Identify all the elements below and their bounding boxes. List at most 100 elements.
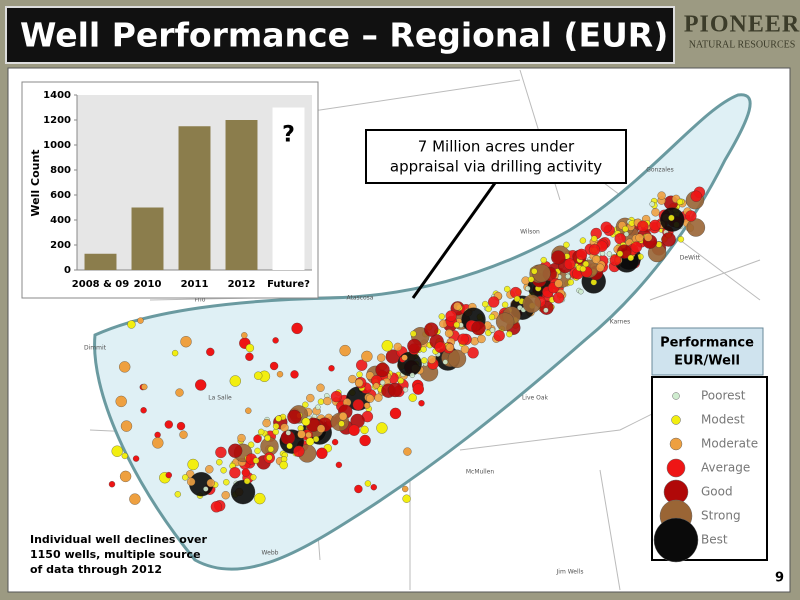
well	[444, 329, 454, 338]
well	[216, 459, 223, 466]
legend-label: Strong	[701, 509, 741, 523]
well	[331, 438, 339, 446]
well	[575, 248, 588, 261]
x-tick-label: 2012	[228, 279, 256, 290]
well	[316, 424, 326, 433]
well	[445, 343, 455, 352]
well	[685, 210, 697, 222]
well	[482, 300, 489, 308]
bar	[131, 207, 164, 270]
well	[323, 396, 332, 406]
well	[264, 435, 271, 442]
well	[630, 241, 642, 253]
legend-title-box	[651, 327, 764, 376]
well	[338, 420, 345, 427]
legend-swatch	[653, 517, 699, 563]
legend-label: Average	[701, 461, 750, 475]
well	[389, 407, 402, 420]
well	[254, 492, 266, 505]
well	[141, 383, 148, 391]
county-label: La Salle	[208, 395, 232, 402]
well	[590, 279, 597, 286]
well	[445, 310, 457, 322]
well	[132, 455, 140, 462]
well	[328, 365, 335, 372]
county-label: Frio	[195, 297, 206, 304]
callout-text: appraisal via drilling activity	[390, 158, 602, 176]
well	[316, 383, 325, 392]
page-number: 9	[775, 571, 784, 586]
well	[302, 401, 309, 408]
well	[247, 441, 255, 448]
legend-swatch	[672, 392, 680, 400]
well	[409, 372, 415, 378]
well	[495, 312, 515, 331]
well	[403, 447, 412, 456]
well	[245, 352, 254, 361]
well	[421, 357, 428, 364]
well	[305, 437, 315, 446]
well	[279, 460, 288, 470]
legend-swatch	[671, 415, 681, 425]
well	[359, 434, 371, 447]
well	[651, 208, 660, 217]
y-tick-label: 1200	[43, 115, 71, 126]
well	[376, 422, 388, 434]
well	[176, 421, 186, 431]
well	[220, 467, 227, 474]
well	[427, 355, 436, 364]
well	[140, 407, 147, 414]
y-tick-label: 200	[50, 240, 71, 251]
county-label: Atascosa	[347, 295, 374, 302]
well	[179, 430, 188, 439]
well	[565, 273, 571, 280]
well	[286, 442, 293, 450]
y-tick-label: 800	[50, 165, 71, 176]
well	[637, 220, 649, 232]
well	[187, 477, 196, 486]
well	[370, 484, 377, 491]
well	[221, 491, 230, 500]
legend: Poorest Modest Moderate Average Good Strong Be…	[653, 389, 758, 563]
legend-title: EUR/Well	[674, 354, 740, 369]
well	[401, 354, 408, 361]
well	[356, 371, 363, 378]
well	[485, 305, 492, 313]
well	[215, 446, 227, 459]
well	[195, 379, 207, 391]
well	[317, 398, 325, 405]
well	[108, 481, 116, 488]
well	[579, 265, 587, 273]
y-axis-label: Well Count	[29, 149, 42, 216]
well	[241, 468, 250, 477]
well	[488, 296, 500, 308]
well	[229, 467, 241, 479]
well	[285, 430, 291, 436]
well	[230, 479, 256, 505]
well	[453, 321, 460, 329]
well	[306, 393, 315, 403]
well	[453, 302, 462, 311]
well	[381, 340, 393, 352]
well	[563, 258, 576, 270]
well	[489, 327, 496, 333]
well	[269, 361, 279, 371]
well	[377, 353, 386, 362]
well	[410, 330, 417, 337]
well	[582, 260, 590, 268]
logo: PIONEER	[684, 12, 800, 38]
well	[373, 382, 380, 389]
well	[424, 322, 439, 337]
well	[552, 292, 565, 304]
well	[366, 394, 375, 403]
well	[397, 377, 404, 384]
title-bar	[5, 6, 675, 64]
well	[354, 378, 364, 388]
well	[657, 191, 666, 200]
well	[501, 301, 509, 308]
county-label: Jim Wells	[556, 569, 584, 576]
well	[127, 320, 136, 329]
well	[387, 382, 403, 398]
well	[418, 400, 425, 407]
callout-text: 7 Million acres under	[418, 138, 575, 156]
